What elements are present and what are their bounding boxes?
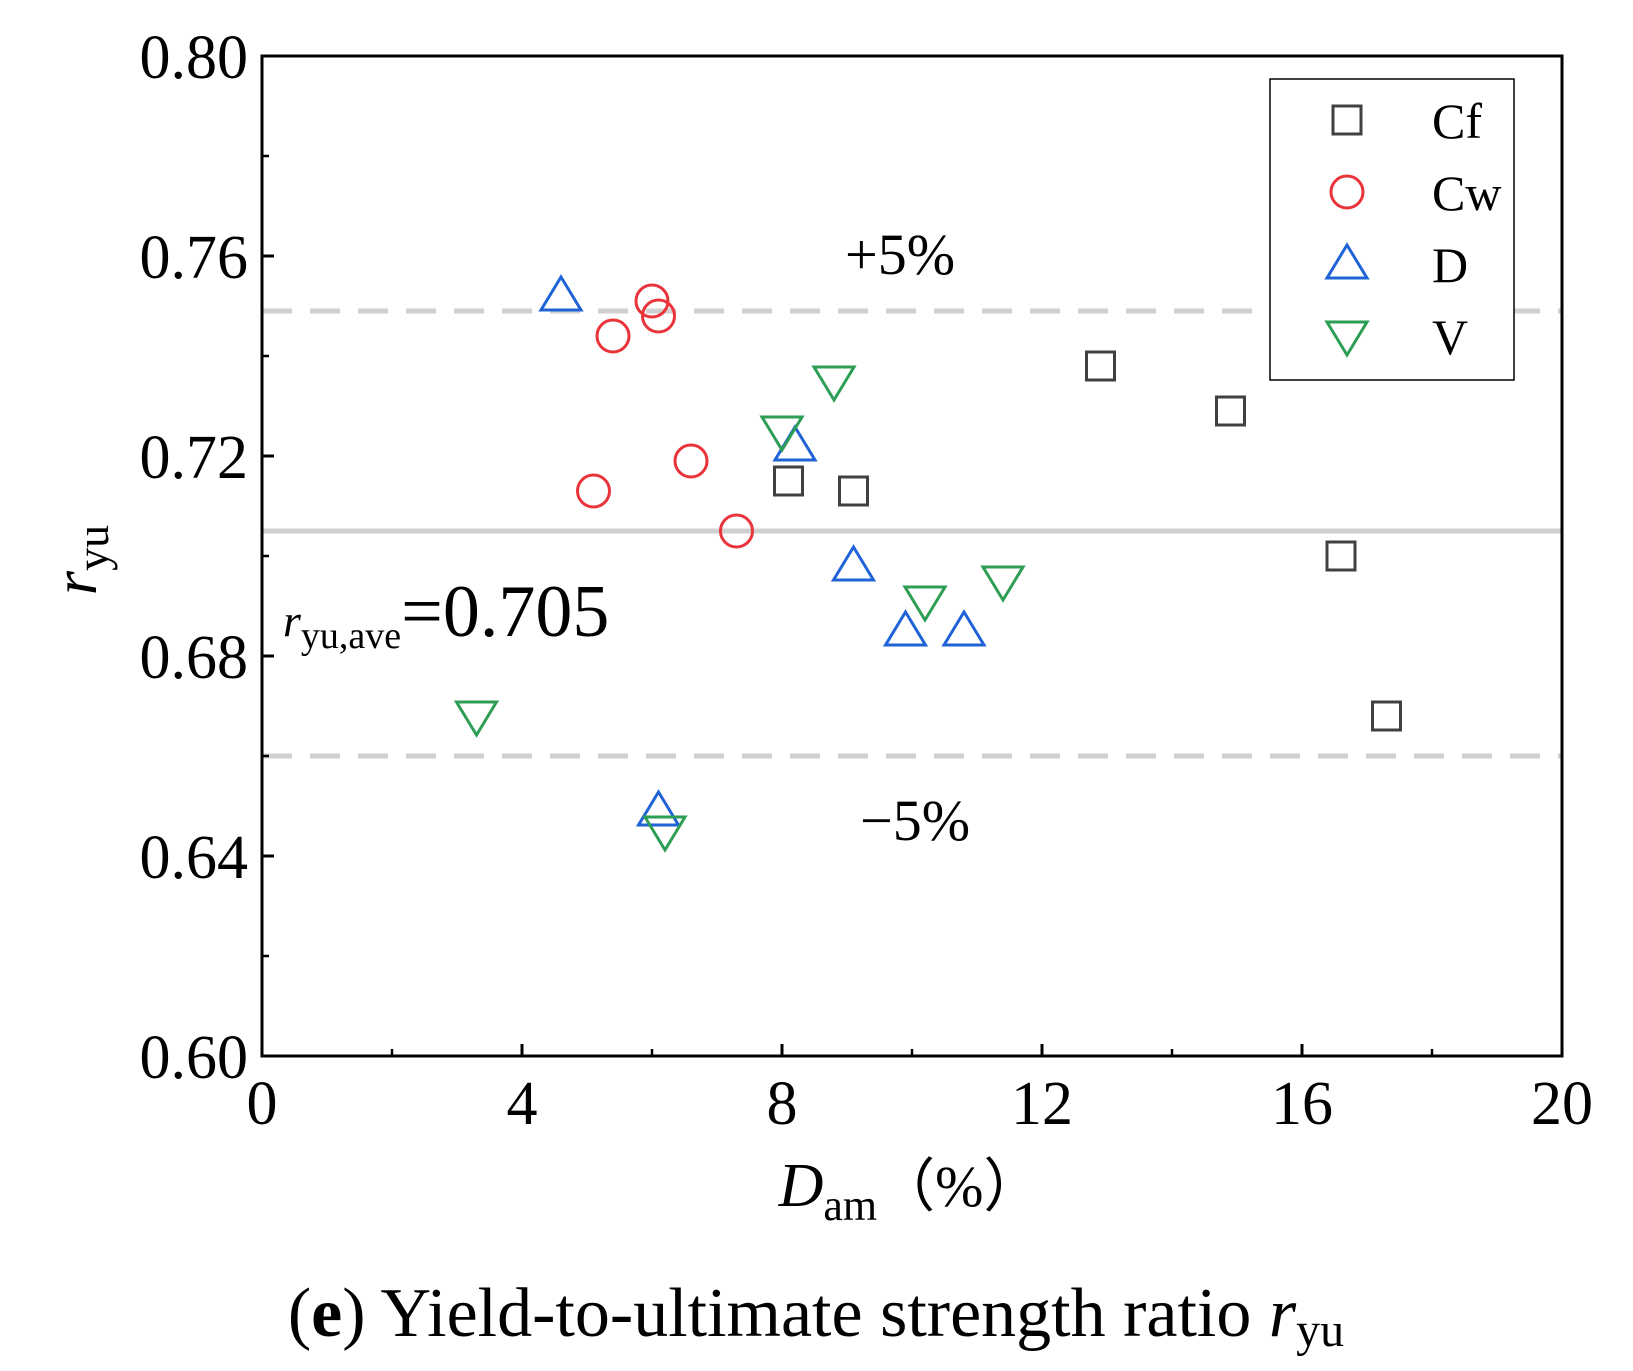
- point-cw: [673, 443, 709, 479]
- legend: Cf Cw DV: [1269, 78, 1515, 381]
- point-v: [811, 365, 857, 403]
- point-cw: [641, 298, 676, 334]
- point-v: [642, 815, 688, 853]
- caption-subscript: yu: [1296, 1304, 1344, 1357]
- legend-marker-cw: [1329, 174, 1365, 210]
- point-v: [453, 700, 500, 738]
- x-tick-label: 8: [767, 1070, 798, 1138]
- point-cf: [838, 475, 869, 507]
- average-symbol: r: [283, 595, 302, 646]
- legend-marker-cf: [1331, 104, 1363, 136]
- legend-label-cw: Cw: [1432, 165, 1501, 221]
- point-cf: [1215, 395, 1246, 427]
- y-axis-symbol: r: [42, 570, 110, 595]
- x-tick-label: 0: [247, 1070, 278, 1138]
- y-tick-label: 0.60: [140, 1024, 249, 1092]
- axes: 0 4 8 12 16 20 0.60 0.64 0.68 0.72 0.76 0.80: [140, 24, 1594, 1138]
- point-v: [980, 565, 1026, 603]
- point-v: [902, 585, 948, 623]
- y-tick-label: 0.68: [140, 624, 249, 692]
- average-annotation: ryu,ave=0.705: [283, 571, 609, 657]
- x-axis-title: Dam（%）: [778, 1152, 1042, 1230]
- point-d: [941, 609, 987, 647]
- caption-letter: e: [311, 1275, 342, 1352]
- caption-space: [1251, 1275, 1269, 1352]
- caption-text: Yield-to-ultimate strength ratio: [380, 1275, 1251, 1352]
- point-cf: [1325, 540, 1357, 572]
- point-cw: [595, 318, 631, 354]
- y-tick-label: 0.80: [140, 24, 249, 92]
- point-d: [882, 609, 929, 647]
- x-tick-label: 12: [1011, 1070, 1073, 1138]
- figure-caption: (e) Yield-to-ultimate strength ratio ryu: [288, 1275, 1344, 1357]
- y-tick-label: 0.76: [140, 224, 249, 292]
- point-d: [772, 424, 818, 462]
- caption-symbol: r: [1269, 1275, 1297, 1352]
- y-axis-subscript: yu: [67, 525, 118, 571]
- point-cw: [576, 473, 611, 509]
- x-tick-label: 4: [507, 1070, 538, 1138]
- y-tick-label: 0.64: [140, 824, 249, 892]
- data-markers: [453, 274, 1402, 853]
- point-d: [538, 274, 584, 312]
- legend-marker-v: [1324, 320, 1370, 358]
- average-value: =0.705: [401, 571, 609, 653]
- plus-band-label: +5%: [845, 222, 955, 287]
- point-cf: [1371, 700, 1402, 732]
- legend-items: Cf Cw DV: [1324, 93, 1501, 365]
- point-cw: [719, 513, 754, 549]
- minus-band-label: −5%: [860, 788, 970, 853]
- point-cf: [1085, 350, 1116, 382]
- x-axis-unit: （%）: [877, 1154, 1041, 1219]
- x-tick-label: 20: [1531, 1070, 1593, 1138]
- caption-open-paren: (: [288, 1275, 311, 1352]
- legend-label-v: V: [1432, 309, 1468, 365]
- point-v: [759, 415, 805, 453]
- legend-label-d: D: [1432, 237, 1468, 293]
- legend-label-cf: Cf: [1432, 93, 1482, 149]
- x-tick-label: 16: [1271, 1070, 1333, 1138]
- point-d: [635, 789, 682, 827]
- point-cf: [773, 465, 804, 497]
- y-tick-label: 0.72: [140, 424, 249, 492]
- legend-box: [1269, 78, 1515, 381]
- y-axis-title: ryu: [42, 525, 118, 595]
- x-axis-symbol: D: [778, 1152, 824, 1220]
- caption-close-paren: ): [342, 1275, 380, 1352]
- x-axis-subscript: am: [823, 1181, 877, 1230]
- legend-marker-d: [1324, 242, 1370, 280]
- point-cw: [634, 283, 670, 319]
- average-subscript: yu,ave: [301, 615, 401, 657]
- point-d: [830, 544, 877, 582]
